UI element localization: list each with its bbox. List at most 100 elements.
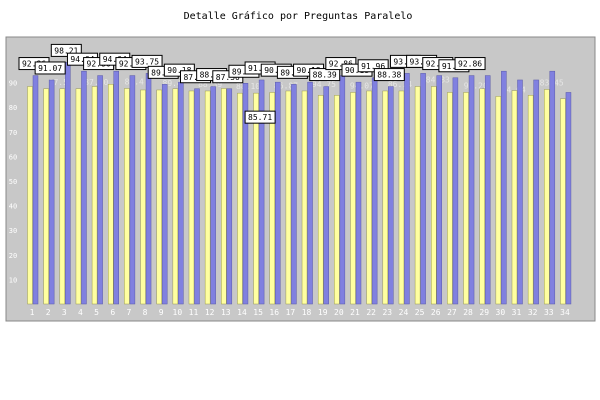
background-label: 88.39 <box>198 80 222 89</box>
x-tick-label: 5 <box>94 308 99 317</box>
background-label: 86.74 <box>388 80 412 89</box>
x-tick-label: 1 <box>30 308 35 317</box>
data-label-text: 94.64 <box>70 55 94 64</box>
data-label-text: 89.29 <box>280 68 304 77</box>
bar-series-b <box>172 88 179 305</box>
bar-series-a <box>533 79 539 305</box>
bar-series-b <box>317 95 324 305</box>
bar-series-b <box>91 86 98 305</box>
x-tick-label: 19 <box>318 308 328 317</box>
data-label-text: 91.96 <box>361 62 385 71</box>
background-label: 87.50 <box>84 78 108 87</box>
data-label-text: 85.71 <box>248 113 272 122</box>
y-tick-label: 70 <box>9 129 17 137</box>
data-label-text: 89.73 <box>232 67 256 76</box>
data-label-text: 93.75 <box>393 57 417 66</box>
x-axis: 1 2 3 4 5 6 7 8 9 10 11 12 13 14 15 16 17 18 19 20 21 22 23 24 2… <box>30 308 570 317</box>
background-label: 97.20 <box>464 81 488 90</box>
bar-series-b <box>140 89 146 305</box>
data-label-text: 92.86 <box>22 60 46 69</box>
data-labels: 92.8691.0798.2194.6492.8694.6492.8693.75… <box>18 43 486 124</box>
x-tick-label: 24 <box>399 308 409 317</box>
x-tick-label: 6 <box>110 308 115 317</box>
data-label: 85.71 <box>244 110 276 124</box>
bar-series-a <box>388 86 394 305</box>
x-tick-label: 17 <box>286 308 296 317</box>
bar-series-a <box>420 73 426 305</box>
y-tick-label: 20 <box>9 252 17 260</box>
data-label-text: 92.86 <box>119 60 143 69</box>
data-label-text: 92.86 <box>87 60 111 69</box>
bar-series-b <box>495 96 502 305</box>
x-tick-label: 34 <box>560 308 570 317</box>
background-label: 86.87 <box>274 81 298 90</box>
data-label-text: 88.39 <box>200 71 224 80</box>
bar-series-b <box>301 90 308 305</box>
background-label: 94.64 <box>502 85 526 94</box>
bar-series-a <box>549 70 556 305</box>
bar-series-a <box>97 75 103 305</box>
bar-series-b <box>544 89 550 305</box>
bar-series-a <box>323 86 329 305</box>
data-label-box <box>34 61 66 75</box>
bar-series-b <box>285 90 292 305</box>
background-label: 94.07 <box>350 81 374 90</box>
data-label-text: 98.21 <box>54 46 78 55</box>
bar-series-a <box>452 77 459 305</box>
data-label: 92.86 <box>454 57 486 71</box>
bar-series-a <box>48 79 55 305</box>
bar-series-a <box>81 70 87 305</box>
x-tick-label: 16 <box>269 308 279 317</box>
bar-series-b <box>366 90 372 305</box>
data-label-text: 94.64 <box>103 55 127 64</box>
bar-series-b <box>479 88 485 305</box>
data-label-box <box>244 110 276 124</box>
data-label-box <box>373 68 405 82</box>
bar-series-b <box>527 95 534 305</box>
y-tick-label: 40 <box>9 203 17 211</box>
data-label-text: 91.07 <box>248 64 272 73</box>
data-label-box <box>309 68 341 82</box>
bar-series-b <box>269 92 275 305</box>
x-tick-label: 12 <box>205 308 215 317</box>
data-label-text: 93.75 <box>410 57 434 66</box>
x-tick-label: 29 <box>479 308 489 317</box>
bar-series-a <box>371 77 378 305</box>
bar-series-a <box>145 73 152 305</box>
bar-series-b <box>447 92 453 305</box>
bar-series-a <box>210 86 216 305</box>
bar-series-b <box>350 92 356 305</box>
data-label-text: 88.38 <box>377 71 401 80</box>
bar-series-a <box>517 79 523 305</box>
y-tick-label: 80 <box>9 104 17 112</box>
data-label-text: 93.75 <box>135 57 159 66</box>
data-label: 88.38 <box>373 68 405 82</box>
y-tick-label: 30 <box>9 227 17 235</box>
x-tick-label: 30 <box>496 308 506 317</box>
x-tick-label: 3 <box>62 308 67 317</box>
data-label-text: 90.18 <box>264 66 288 75</box>
x-tick-label: 7 <box>126 308 131 317</box>
x-tick-label: 15 <box>253 308 263 317</box>
x-tick-label: 4 <box>78 308 83 317</box>
x-tick-label: 22 <box>366 308 376 317</box>
x-tick-label: 23 <box>382 308 392 317</box>
bar-series-b <box>204 90 211 305</box>
data-label-text: 92.86 <box>458 60 482 69</box>
data-label-text: 91.07 <box>38 64 62 73</box>
bars <box>27 62 572 305</box>
x-tick-label: 14 <box>237 308 247 317</box>
bar-series-a <box>178 81 184 305</box>
bar-series-a <box>339 75 346 305</box>
data-label: 91.07 <box>34 61 66 75</box>
data-label-text: 87.50 <box>216 73 240 82</box>
x-tick-label: 13 <box>221 308 231 317</box>
bar-series-b <box>59 88 66 305</box>
x-tick-label: 31 <box>512 308 522 317</box>
background-label: 94.75 <box>312 80 336 89</box>
bar-series-a <box>355 81 362 305</box>
bar-series-a <box>258 79 265 305</box>
bar-series-a <box>307 81 313 305</box>
bar-series-a <box>161 84 168 305</box>
data-label-text: 88.39 <box>313 71 337 80</box>
